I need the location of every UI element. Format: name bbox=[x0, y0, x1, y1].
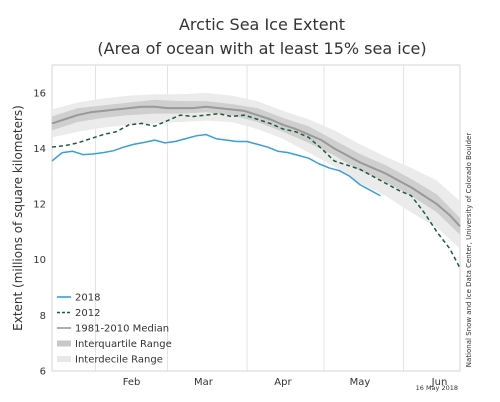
legend-swatch-interquartile-range bbox=[57, 340, 71, 347]
chart-title-line2: (Area of ocean with at least 15% sea ice… bbox=[97, 39, 426, 58]
series-line-1981-2010-median bbox=[51, 105, 461, 228]
series-lines bbox=[51, 105, 461, 269]
legend-label-2018: 2018 bbox=[75, 293, 100, 304]
y-tick-label-12: 12 bbox=[33, 200, 46, 211]
y-tick-label-8: 8 bbox=[40, 311, 46, 322]
y-axis-label: Extent (millions of square kilometers) bbox=[11, 105, 25, 331]
y-tick-label-16: 16 bbox=[33, 88, 46, 99]
range-bands bbox=[52, 92, 460, 249]
x-axis-ticks: Feb Mar Apr May Jun bbox=[123, 377, 448, 388]
date-stamp: 16 May 2018 bbox=[416, 384, 458, 392]
y-tick-label-10: 10 bbox=[33, 255, 46, 266]
x-tick-label-feb: Feb bbox=[123, 377, 141, 388]
legend-label-1981-2010-median: 1981-2010 Median bbox=[75, 324, 169, 335]
x-tick-label-jun: Jun bbox=[431, 377, 448, 388]
legend-label-interquartile-range: Interquartile Range bbox=[75, 339, 172, 350]
y-tick-label-6: 6 bbox=[40, 367, 46, 378]
credit-text: National Snow and Ice Data Center, Unive… bbox=[465, 133, 473, 368]
plot-area bbox=[51, 64, 461, 372]
band-interquartile-range bbox=[52, 99, 460, 235]
series-line-2012 bbox=[51, 112, 461, 269]
y-tick-label-14: 14 bbox=[33, 144, 46, 155]
legend-label-2012: 2012 bbox=[75, 308, 100, 319]
x-tick-label-may: May bbox=[350, 377, 371, 388]
legend-label-interdecile-range: Interdecile Range bbox=[75, 355, 163, 366]
series-line-2018 bbox=[51, 133, 381, 197]
x-tick-label-mar: Mar bbox=[194, 377, 214, 388]
y-axis-ticks: 6 8 10 12 14 16 bbox=[33, 88, 46, 377]
x-tick-label-apr: Apr bbox=[274, 377, 292, 388]
chart-title-line1: Arctic Sea Ice Extent bbox=[179, 15, 345, 34]
legend: 2018 2012 1981-2010 Median Interquartile Ra… bbox=[57, 293, 172, 366]
legend-swatch-interdecile-range bbox=[57, 356, 71, 362]
